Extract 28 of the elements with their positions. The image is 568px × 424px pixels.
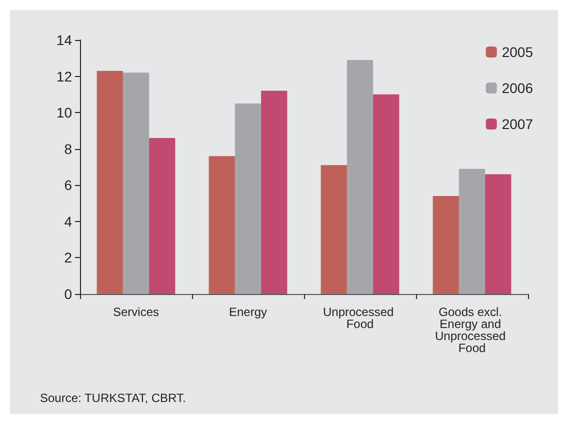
bar (346, 60, 374, 294)
bar (149, 138, 176, 294)
bar (320, 165, 347, 294)
y-tick-label: 6 (64, 177, 72, 194)
y-tick-label: 2 (64, 250, 72, 266)
legend-label: 2006 (502, 80, 534, 96)
x-tick-label: Energy (228, 305, 268, 319)
bar (261, 90, 288, 294)
y-tick-label: 10 (56, 104, 72, 121)
y-tick-label: 0 (64, 286, 72, 302)
x-tick-label: Services (112, 305, 160, 319)
bar (432, 196, 459, 294)
bar (485, 174, 512, 294)
legend-label: 2005 (502, 44, 534, 60)
source-note: Source: TURKSTAT, CBRT. (40, 391, 186, 405)
bar (458, 168, 486, 294)
bar (373, 94, 400, 294)
bar (234, 104, 262, 294)
x-tick-label: Unprocessed Food (322, 305, 398, 331)
x-tick-label: Goods excl. Energy and Unprocessed Food (434, 305, 510, 355)
legend-label: 2007 (502, 116, 534, 132)
y-tick-label: 4 (64, 213, 72, 230)
y-tick-label: 14 (56, 32, 72, 48)
bar (96, 70, 123, 294)
y-tick-label: 8 (64, 140, 72, 157)
y-tick-label: 12 (56, 68, 72, 84)
bar (122, 72, 150, 294)
bar (208, 156, 235, 294)
